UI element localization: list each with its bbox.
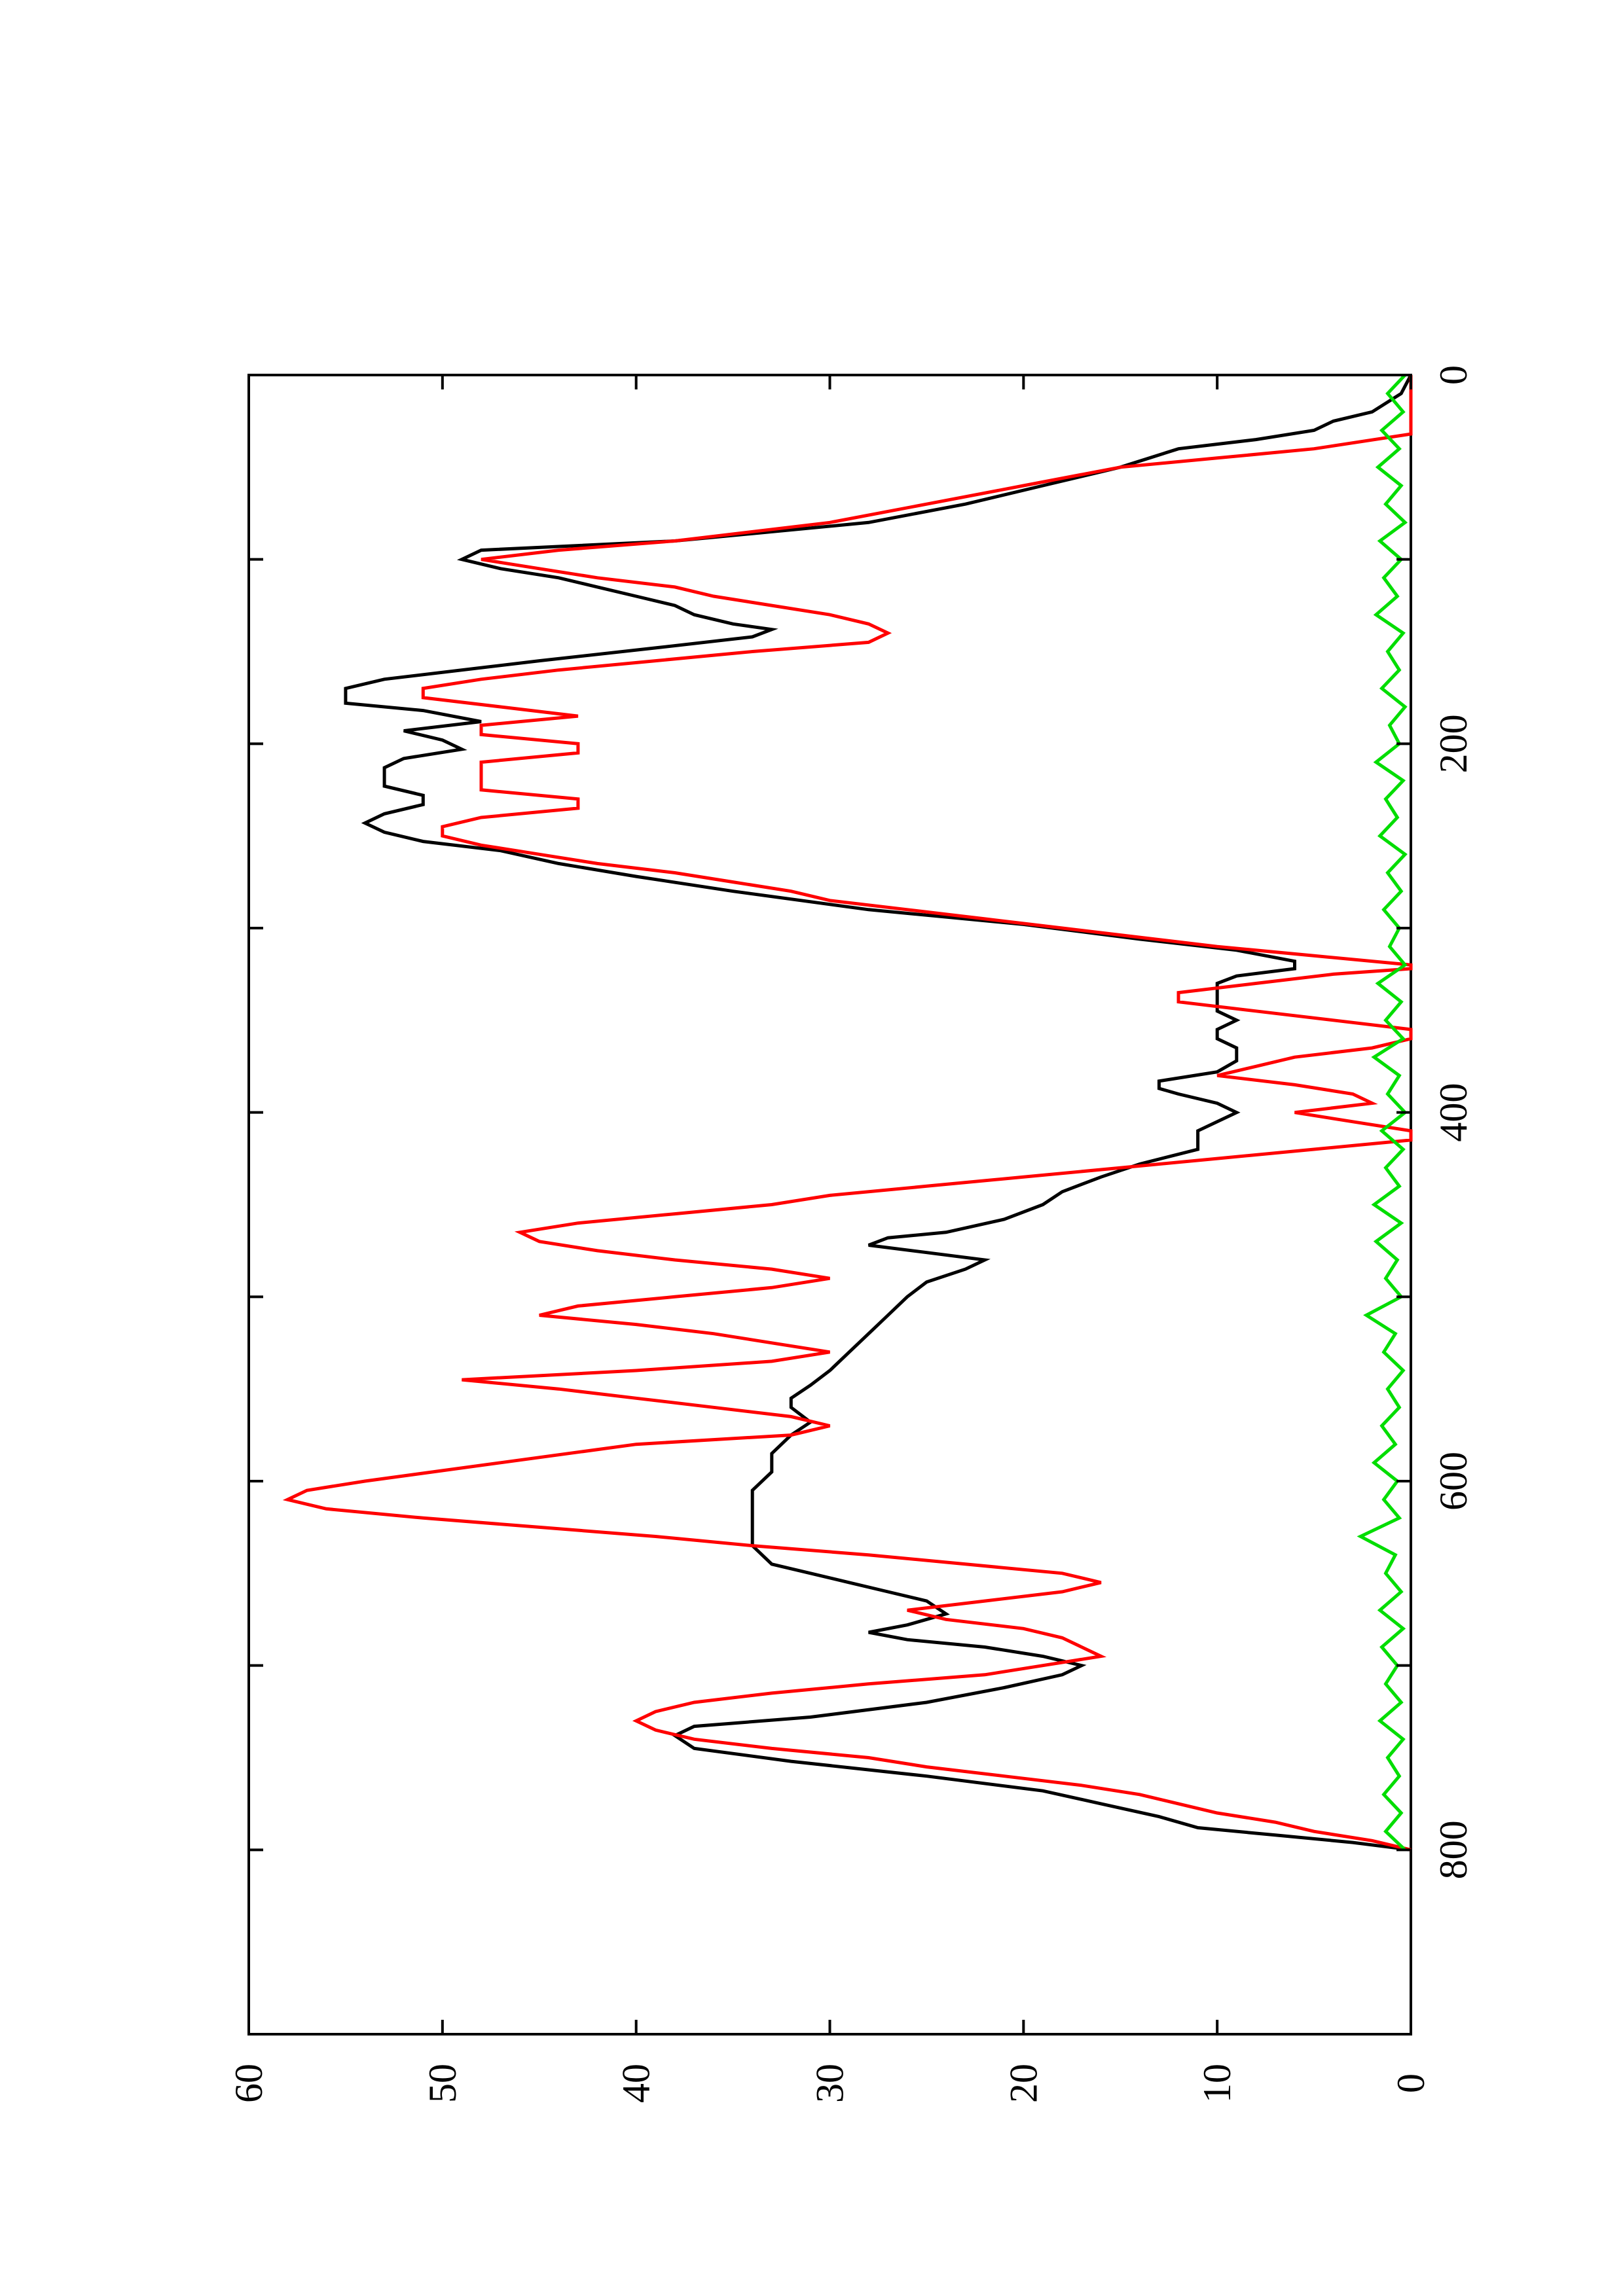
- y-tick-label-10: 10: [1195, 2064, 1239, 2103]
- series-line-2: [282, 375, 1413, 1852]
- y-tick-label-0: 0: [1389, 2073, 1432, 2093]
- y-tick-label-60: 60: [227, 2064, 270, 2103]
- series-layer: [282, 374, 1413, 1852]
- x-tick-label-800: 800: [1432, 1820, 1475, 1879]
- y-tick-label-50: 50: [421, 2064, 464, 2103]
- x-tick-label-0: 0: [1432, 365, 1475, 385]
- series-line-1: [344, 374, 1413, 1852]
- ticks-layer: 0 200 400 600 800 0 10 20 30 40 50 60: [227, 365, 1475, 2103]
- y-tick-label-30: 30: [809, 2064, 852, 2103]
- y-tick-label-20: 20: [1002, 2064, 1045, 2103]
- x-tick-label-200: 200: [1432, 714, 1475, 773]
- x-tick-label-400: 400: [1432, 1083, 1475, 1142]
- y-tick-label-40: 40: [615, 2064, 658, 2103]
- plot-area: 0 200 400 600 800 0 10 20 30 40 50 60: [227, 365, 1475, 2103]
- plot-frame: [247, 374, 1412, 2036]
- x-tick-label-600: 600: [1432, 1452, 1475, 1511]
